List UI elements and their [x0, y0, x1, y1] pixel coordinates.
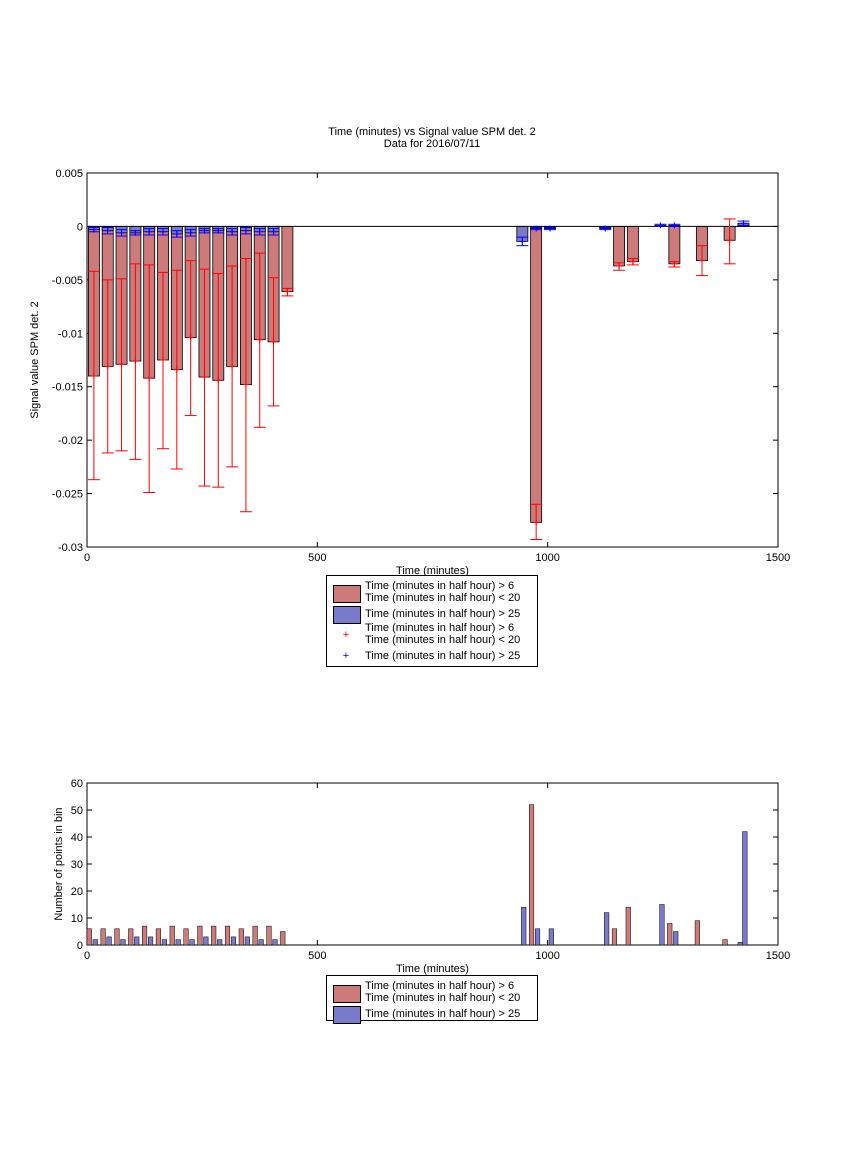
bottom-legend-swatch — [333, 1006, 361, 1024]
top-legend-entry: + Time (minutes in half hour) > 25 — [327, 649, 537, 663]
bottom-ytick-label: 30 — [71, 859, 83, 871]
top-legend-label: Time (minutes in half hour) > 6 Time (mi… — [365, 580, 521, 604]
top-ytick-label: -0.025 — [52, 489, 83, 501]
bottom-xtick-label: 0 — [84, 950, 90, 962]
bottom-bar-s1 — [189, 939, 195, 946]
bottom-bar-s0 — [197, 925, 203, 946]
chart-subtitle: Data for 2016/07/11 — [383, 138, 481, 150]
top-chart-legend: Time (minutes in half hour) > 6 Time (mi… — [326, 575, 538, 667]
bottom-bar-s1 — [175, 939, 181, 946]
bottom-xlabel: Time (minutes) — [396, 963, 469, 975]
bottom-bar-s1 — [737, 942, 743, 946]
top-legend-entry: Time (minutes in half hour) > 6 Time (mi… — [327, 579, 537, 607]
bottom-bar-s1 — [203, 936, 209, 946]
top-legend-plus-icon: + — [342, 650, 350, 662]
bottom-bar-s0 — [280, 931, 286, 946]
bottom-ytick-label: 50 — [71, 805, 83, 817]
bottom-bar-s0 — [183, 928, 189, 946]
bottom-bar-s1 — [244, 936, 250, 946]
top-chart: 0 500 1000 1500 0.005 0 -0.005 -0.01 -0.015 -0.02… — [29, 168, 790, 577]
bottom-bar-s0 — [128, 928, 134, 946]
top-ytick-label: 0.005 — [55, 168, 83, 180]
top-legend-label: Time (minutes in half hour) > 25 — [365, 608, 521, 620]
top-legend-label: Time (minutes in half hour) > 25 — [365, 650, 521, 662]
top-ytick-label: -0.01 — [58, 328, 83, 340]
bottom-bar-s0 — [252, 925, 258, 946]
bottom-bar-s0 — [722, 939, 728, 946]
top-ytick-label: -0.005 — [52, 275, 83, 287]
top-xtick-label: 1500 — [766, 552, 790, 564]
top-legend-swatch — [333, 585, 361, 603]
bottom-bar-s0 — [224, 925, 231, 946]
top-axes-box — [86, 172, 779, 548]
chart-title: Time (minutes) vs Signal value SPM det. … — [328, 126, 536, 138]
bottom-legend-label: Time (minutes in half hour) > 25 — [365, 1008, 521, 1020]
bottom-bar-s1 — [106, 936, 112, 946]
bottom-bar-s0 — [611, 928, 618, 946]
bottom-bar-s0 — [86, 928, 92, 946]
bottom-xtick-label: 500 — [308, 950, 326, 962]
bottom-bar-s1 — [148, 936, 154, 946]
bottom-bar-s0 — [100, 928, 106, 946]
bottom-ytick-label: 60 — [71, 778, 83, 790]
bottom-bar-s1 — [230, 936, 237, 946]
bottom-bar-s1 — [521, 906, 527, 946]
bottom-xtick-label: 1500 — [766, 950, 790, 962]
bottom-bar-s1 — [134, 936, 140, 946]
top-ylabel: Signal value SPM det. 2 — [29, 301, 41, 418]
bottom-ytick-label: 0 — [77, 940, 83, 952]
bottom-axes-box — [86, 782, 779, 946]
top-legend-entry: Time (minutes in half hour) > 25 — [327, 606, 537, 624]
bottom-bar-s1 — [742, 831, 748, 946]
top-xtick-label: 0 — [84, 552, 90, 564]
bottom-bar-s1 — [272, 939, 278, 946]
bottom-bar-s1 — [548, 928, 554, 946]
top-xtick-label: 1000 — [535, 552, 559, 564]
bottom-bar-s0 — [238, 928, 244, 946]
bottom-bar-s1 — [92, 939, 98, 946]
bottom-bar-s0 — [155, 928, 161, 946]
bottom-bar-s1 — [534, 928, 541, 946]
top-xtick-label: 500 — [308, 552, 326, 564]
bottom-bar-s0 — [694, 920, 700, 946]
bottom-ytick-label: 10 — [71, 913, 83, 925]
top-ytick-label: -0.02 — [58, 435, 83, 447]
bottom-chart-legend: Time (minutes in half hour) > 6 Time (mi… — [326, 975, 538, 1024]
bottom-bar-s1 — [659, 904, 665, 946]
bottom-bar-s1 — [604, 912, 610, 946]
bottom-ylabel: Number of points in bin — [53, 807, 65, 920]
bottom-legend-entry: Time (minutes in half hour) > 25 — [327, 1006, 537, 1024]
bottom-ytick-label: 20 — [71, 886, 83, 898]
bottom-bar-s0 — [266, 925, 272, 946]
top-legend-plus-icon: + — [342, 629, 350, 641]
top-legend-swatch — [333, 606, 361, 624]
top-legend-label: Time (minutes in half hour) > 6 Time (mi… — [365, 622, 521, 646]
bottom-bar-s0 — [114, 928, 120, 946]
bottom-bar-s1 — [161, 939, 167, 946]
bottom-bar-s0 — [169, 925, 175, 946]
bottom-bar-s1 — [217, 939, 223, 946]
bottom-bar-s1 — [120, 939, 126, 946]
bottom-ytick-label: 40 — [71, 832, 83, 844]
bottom-bar-s0 — [528, 804, 535, 946]
bottom-bar-s0 — [667, 923, 673, 946]
bottom-bar-s0 — [211, 925, 217, 946]
bottom-bar-s0 — [142, 925, 148, 946]
bottom-bar-s1 — [258, 939, 264, 946]
bottom-chart: 0 500 1000 1500 0 10 20 30 40 50 60 Time (minutes) N… — [53, 778, 790, 975]
bottom-xtick-label: 1000 — [535, 950, 559, 962]
bottom-bar-s1 — [673, 931, 679, 946]
bottom-legend-entry: Time (minutes in half hour) > 6 Time (mi… — [327, 979, 537, 1007]
bottom-bar-s0 — [625, 906, 631, 946]
top-xlabel: Time (minutes) — [396, 565, 469, 577]
bottom-legend-label: Time (minutes in half hour) > 6 Time (mi… — [365, 980, 521, 1004]
top-ytick-label: -0.015 — [52, 382, 83, 394]
top-ytick-label: -0.03 — [58, 542, 83, 554]
top-ytick-label: 0 — [77, 221, 83, 233]
top-legend-entry: + Time (minutes in half hour) > 6 Time (m… — [327, 621, 537, 649]
bottom-legend-swatch — [333, 985, 361, 1003]
